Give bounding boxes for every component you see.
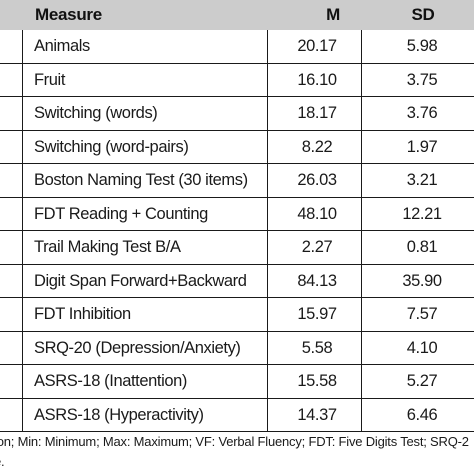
cell-sd: 1.97 — [406, 137, 438, 156]
table-row: Trail Making Test B/A 2.27 0.81 — [0, 231, 474, 265]
cell-sd: 7.57 — [406, 305, 438, 323]
cell-sd: 0.81 — [406, 238, 438, 256]
table-body: Animals 20.17 5.98 Fruit 16.10 3.75 Switching … — [0, 30, 474, 432]
table-row: Switching (words) 18.17 3.76 — [0, 97, 474, 131]
cell-mean: 18.17 — [297, 104, 337, 122]
cell-mean: 2.27 — [301, 238, 333, 256]
cell-measure: SRQ-20 (Depression/Anxiety) — [34, 338, 241, 357]
footnote-line: ion; Min: Minimum; Max: Maximum; VF: Ver… — [0, 434, 469, 449]
cell-mean: 84.13 — [297, 271, 337, 290]
cell-mean: 48.10 — [297, 204, 337, 223]
row-divider — [0, 129, 474, 131]
column-divider — [361, 30, 362, 432]
footnote-line: e. — [0, 454, 5, 469]
row-divider — [0, 230, 474, 231]
column-header-measure: Measure — [35, 5, 102, 24]
cell-sd: 4.10 — [406, 338, 438, 357]
row-divider — [0, 431, 474, 432]
table-row: Fruit 16.10 3.75 — [0, 64, 474, 97]
table-row: ASRS-18 (Hyperactivity) 14.37 6.46 — [0, 399, 474, 432]
cell-mean: 8.22 — [301, 137, 333, 156]
cell-measure: Animals — [34, 37, 90, 55]
cell-sd: 6.46 — [406, 405, 438, 424]
cell-mean: 5.58 — [301, 338, 333, 357]
table-footnote: ion; Min: Minimum; Max: Maximum; VF: Ver… — [0, 432, 474, 472]
row-divider — [0, 163, 474, 164]
cell-mean: 26.03 — [297, 171, 337, 189]
cell-measure: Digit Span Forward+Backward — [34, 271, 247, 290]
cell-sd: 3.75 — [406, 70, 438, 89]
column-header-sd: SD — [411, 5, 435, 24]
table-row: FDT Reading + Counting 48.10 12.21 — [0, 198, 474, 231]
row-divider — [0, 62, 474, 64]
cell-mean: 15.97 — [297, 305, 337, 323]
row-divider — [0, 364, 474, 365]
cell-mean: 15.58 — [297, 372, 337, 390]
column-divider — [267, 30, 268, 432]
table-row: ASRS-18 (Inattention) 15.58 5.27 — [0, 365, 474, 399]
row-divider — [0, 330, 474, 332]
cell-measure: ASRS-18 (Hyperactivity) — [34, 405, 204, 424]
table-row: Animals 20.17 5.98 — [0, 30, 474, 64]
table-row: Digit Span Forward+Backward 84.13 35.90 — [0, 265, 474, 298]
cell-measure: Switching (word-pairs) — [34, 137, 189, 156]
cell-measure: FDT Inhibition — [34, 305, 131, 323]
row-divider — [0, 96, 474, 97]
row-divider — [0, 196, 474, 198]
table-row: Switching (word-pairs) 8.22 1.97 — [0, 131, 474, 164]
cell-sd: 12.21 — [402, 204, 442, 223]
cell-sd: 3.21 — [406, 171, 438, 189]
table-row: FDT Inhibition 15.97 7.57 — [0, 298, 474, 332]
row-divider — [0, 397, 474, 399]
cell-mean: 20.17 — [297, 37, 337, 55]
cell-mean: 16.10 — [297, 70, 337, 89]
cell-sd: 5.98 — [406, 37, 438, 55]
cell-sd: 5.27 — [406, 372, 438, 390]
table-row: Boston Naming Test (30 items) 26.03 3.21 — [0, 164, 474, 198]
table-row: SRQ-20 (Depression/Anxiety) 5.58 4.10 — [0, 332, 474, 365]
cell-measure: ASRS-18 (Inattention) — [34, 372, 188, 390]
column-divider — [22, 30, 23, 432]
cell-sd: 35.90 — [402, 271, 442, 290]
column-header-mean: M — [326, 5, 340, 24]
cell-measure: Boston Naming Test (30 items) — [34, 171, 248, 189]
cell-measure: FDT Reading + Counting — [34, 204, 208, 223]
cell-sd: 3.76 — [406, 104, 438, 122]
row-divider — [0, 263, 474, 265]
row-divider — [0, 297, 474, 298]
table-header: Measure M SD — [0, 0, 474, 30]
cell-mean: 14.37 — [297, 405, 337, 424]
cell-measure: Trail Making Test B/A — [34, 238, 181, 256]
cell-measure: Fruit — [34, 70, 66, 89]
cell-measure: Switching (words) — [34, 104, 158, 122]
